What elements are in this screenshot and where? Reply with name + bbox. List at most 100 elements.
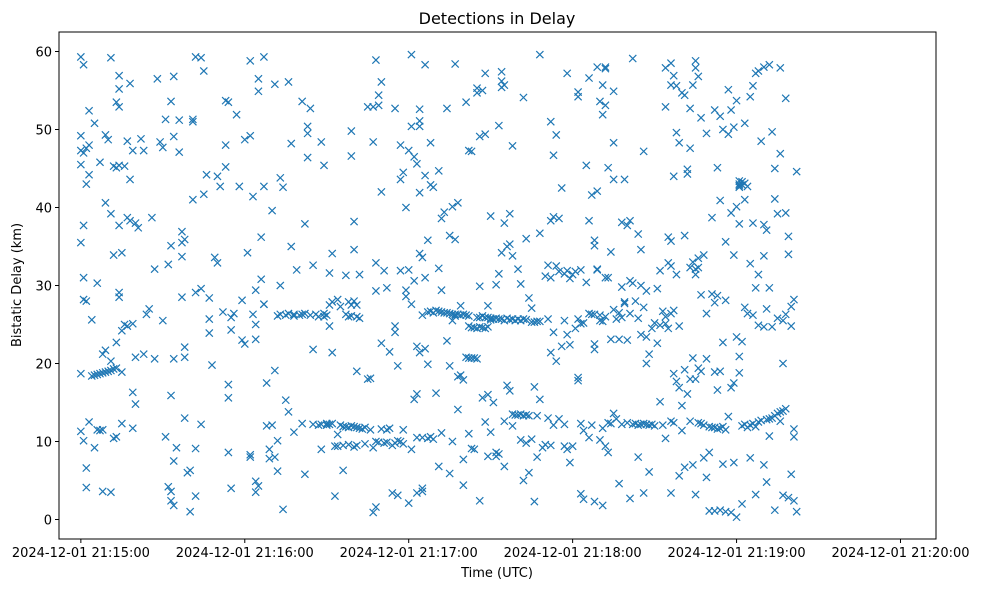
data-point — [699, 421, 708, 430]
data-point — [166, 496, 176, 505]
data-point — [789, 432, 798, 441]
data-point — [748, 81, 757, 90]
data-point — [175, 148, 184, 157]
data-point — [595, 97, 604, 106]
data-point — [259, 182, 268, 191]
data-point — [740, 303, 749, 312]
data-point — [453, 405, 462, 414]
data-point — [601, 273, 610, 282]
data-point — [768, 127, 777, 136]
data-point — [519, 93, 528, 102]
data-point — [623, 336, 632, 345]
data-point — [546, 273, 555, 282]
data-point — [688, 81, 697, 90]
data-point — [251, 286, 260, 295]
data-point — [475, 282, 484, 291]
data-point — [716, 196, 725, 205]
data-point — [382, 283, 391, 292]
data-point — [759, 63, 768, 72]
data-point — [778, 359, 788, 368]
data-point — [697, 367, 706, 376]
data-point — [270, 453, 279, 462]
data-point — [371, 502, 380, 512]
data-point — [513, 265, 523, 274]
data-point — [557, 183, 566, 193]
data-point — [123, 137, 132, 146]
y-tick-label: 10 — [35, 436, 52, 451]
data-point — [87, 371, 96, 381]
data-point — [106, 53, 115, 62]
data-point — [366, 374, 375, 383]
data-point — [669, 172, 678, 181]
data-point — [762, 226, 771, 235]
data-point — [686, 144, 695, 153]
data-point — [675, 138, 684, 147]
data-point — [112, 338, 121, 347]
data-point — [546, 117, 555, 126]
data-point — [319, 161, 329, 170]
data-point — [437, 286, 446, 295]
data-point — [486, 315, 495, 324]
data-point — [533, 453, 542, 462]
data-point — [279, 183, 288, 192]
data-point — [535, 317, 544, 326]
data-point — [519, 476, 528, 485]
data-point — [169, 456, 178, 466]
data-point — [418, 311, 427, 320]
data-point — [754, 321, 763, 330]
data-point — [666, 237, 676, 246]
data-point — [415, 105, 424, 114]
data-point — [541, 272, 550, 281]
data-point — [295, 311, 304, 320]
data-point — [483, 390, 492, 399]
data-point — [669, 306, 678, 315]
data-point — [634, 229, 643, 239]
data-point — [429, 435, 438, 444]
data-point — [93, 370, 102, 379]
data-point — [79, 273, 88, 282]
data-point — [262, 378, 271, 388]
data-point — [590, 241, 599, 250]
data-point — [601, 64, 610, 73]
data-point — [325, 268, 334, 278]
data-point — [500, 462, 509, 471]
data-point — [639, 488, 648, 498]
data-point — [385, 424, 394, 433]
data-point — [377, 77, 386, 86]
data-point — [598, 317, 607, 326]
data-point — [374, 101, 383, 110]
data-point — [150, 354, 159, 363]
data-point — [396, 175, 405, 184]
data-point — [713, 163, 722, 172]
data-point — [585, 216, 594, 225]
data-point — [221, 141, 230, 150]
data-point — [549, 212, 558, 221]
data-point — [677, 426, 686, 435]
data-point — [120, 162, 129, 171]
y-tick-label: 0 — [44, 514, 52, 529]
y-tick-label: 40 — [35, 202, 52, 217]
data-point — [781, 208, 790, 217]
data-point — [571, 267, 580, 276]
data-point — [497, 77, 506, 86]
data-point — [251, 320, 260, 329]
data-point — [680, 231, 689, 240]
data-point — [352, 441, 361, 450]
data-point — [634, 453, 643, 462]
data-point — [238, 296, 247, 305]
data-point — [371, 437, 380, 446]
data-point — [743, 309, 752, 318]
data-point — [732, 96, 741, 105]
data-point — [407, 300, 416, 309]
data-point — [284, 407, 293, 416]
data-point — [126, 175, 135, 184]
data-point — [257, 275, 266, 284]
data-point — [481, 130, 490, 139]
data-point — [273, 436, 282, 445]
x-axis: 2024-12-01 21:15:00 2024-12-01 21:16:00 20… — [12, 539, 970, 561]
data-point — [227, 313, 236, 322]
data-point — [421, 273, 430, 282]
data-point — [675, 471, 684, 480]
data-point — [191, 444, 200, 453]
